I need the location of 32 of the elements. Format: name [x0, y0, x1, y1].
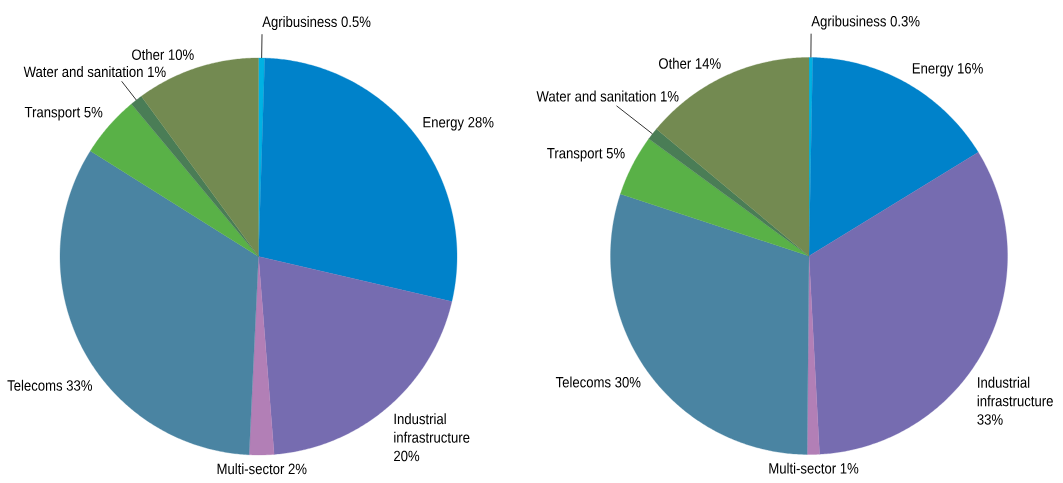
slice-label: Energy: [912, 63, 954, 77]
slice-label: Telecoms: [555, 376, 611, 388]
slice-label: Agribusiness: [811, 15, 886, 30]
slice-label: Multi-sector: [217, 463, 285, 475]
data-label: 10%: [168, 49, 194, 60]
slice-label: Water and sanitation: [536, 90, 656, 102]
slice-label: Telecoms: [7, 379, 63, 391]
data-label: 2%: [288, 463, 307, 475]
slice-label: Agribusiness: [262, 16, 337, 30]
data-label: 0.5%: [341, 16, 371, 28]
data-label: 28%: [468, 116, 494, 128]
slice-label: Industrial infrastructure: [977, 376, 1053, 407]
slice-label: Multi-sector: [769, 462, 836, 474]
data-label: 1%: [840, 463, 859, 474]
slice-label: Other: [659, 57, 691, 69]
data-label: 30%: [615, 376, 641, 388]
data-label: 0.3%: [890, 15, 920, 27]
slice-label: Industrial infrastructure: [394, 413, 470, 443]
data-label: 33%: [977, 414, 1003, 425]
data-label: 20%: [394, 450, 420, 462]
data-label: 5%: [84, 106, 103, 118]
data-label: 5%: [606, 147, 625, 159]
slice-label: Energy: [423, 117, 464, 131]
data-label: 16%: [958, 63, 983, 74]
slice-label: Transport: [24, 106, 81, 121]
slice-label: Water and sanitation: [23, 66, 143, 78]
slice-label: Other: [132, 48, 165, 60]
data-label: 33%: [66, 380, 93, 391]
data-label: 1%: [148, 66, 166, 78]
data-label: 1%: [661, 91, 679, 102]
data-label: 14%: [695, 58, 721, 69]
slice-label: Transport: [547, 148, 603, 162]
